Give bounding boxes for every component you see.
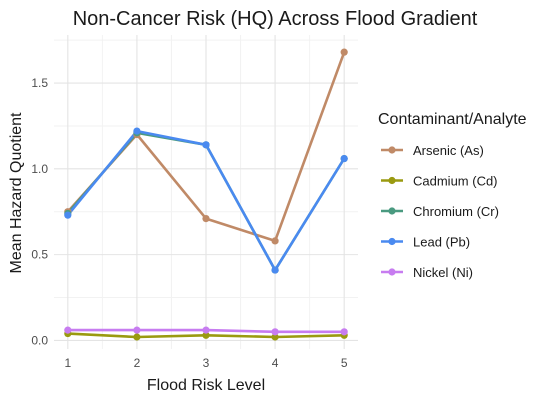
legend-label: Arsenic (As) bbox=[413, 143, 484, 158]
y-tick-label: 0.0 bbox=[31, 333, 48, 347]
legend-label: Chromium (Cr) bbox=[413, 204, 499, 219]
legend-item-chromium-cr: Chromium (Cr) bbox=[381, 204, 499, 219]
x-tick-label: 4 bbox=[272, 356, 279, 370]
legend-label: Lead (Pb) bbox=[413, 235, 470, 250]
x-axis-label: Flood Risk Level bbox=[147, 377, 265, 394]
legend-items: Arsenic (As) Cadmium (Cd) Chromium (Cr) Lea… bbox=[381, 143, 499, 280]
chart-title: Non-Cancer Risk (HQ) Across Flood Gradie… bbox=[73, 8, 478, 30]
y-tick-label: 1.5 bbox=[31, 76, 48, 90]
legend-label: Cadmium (Cd) bbox=[413, 174, 498, 189]
data-point-nickel-ni bbox=[202, 326, 210, 334]
data-point-lead-pb bbox=[64, 211, 72, 219]
x-tick-label: 2 bbox=[134, 356, 141, 370]
data-point-arsenic-as bbox=[340, 48, 348, 56]
y-tick-label: 0.5 bbox=[31, 248, 48, 262]
data-point-nickel-ni bbox=[340, 328, 348, 336]
data-point-lead-pb bbox=[271, 266, 279, 274]
data-point-arsenic-as bbox=[202, 214, 210, 223]
data-point-nickel-ni bbox=[271, 328, 279, 336]
data-point-nickel-ni bbox=[133, 326, 141, 334]
legend-item-arsenic-as: Arsenic (As) bbox=[381, 143, 484, 158]
y-axis-label: Mean Hazard Quotient bbox=[8, 112, 25, 274]
legend-label: Nickel (Ni) bbox=[413, 265, 473, 280]
plot-area bbox=[54, 35, 358, 349]
legend-key-point bbox=[388, 268, 396, 276]
data-point-lead-pb bbox=[133, 127, 141, 135]
legend-key-point bbox=[388, 146, 396, 154]
x-tick-label: 3 bbox=[203, 356, 210, 370]
grid bbox=[54, 35, 358, 349]
legend-title: Contaminant/Analyte bbox=[378, 111, 527, 128]
x-tick-label: 1 bbox=[64, 356, 71, 370]
data-point-lead-pb bbox=[340, 154, 348, 163]
data-point-cadmium-cd bbox=[202, 331, 210, 339]
legend-item-cadmium-cd: Cadmium (Cd) bbox=[381, 174, 498, 189]
legend-item-nickel-ni: Nickel (Ni) bbox=[381, 265, 473, 280]
data-point-cadmium-cd bbox=[133, 333, 141, 341]
legend-key-point bbox=[388, 207, 396, 215]
legend-key-point bbox=[388, 237, 396, 246]
data-point-arsenic-as bbox=[271, 237, 279, 245]
legend-key-point bbox=[388, 176, 396, 185]
x-axis-ticks: 1 2 3 4 5 bbox=[64, 356, 347, 370]
data-point-nickel-ni bbox=[64, 326, 72, 334]
data-point-lead-pb bbox=[202, 141, 210, 149]
x-tick-label: 5 bbox=[341, 356, 348, 370]
series-points bbox=[64, 48, 348, 341]
data-point-cadmium-cd bbox=[271, 333, 279, 341]
y-tick-label: 1.0 bbox=[31, 162, 48, 176]
legend-item-lead-pb: Lead (Pb) bbox=[381, 235, 470, 250]
legend: Contaminant/Analyte Arsenic (As) Cadmium … bbox=[378, 111, 527, 280]
y-axis-ticks: 0.0 0.5 1.0 1.5 bbox=[31, 76, 48, 347]
